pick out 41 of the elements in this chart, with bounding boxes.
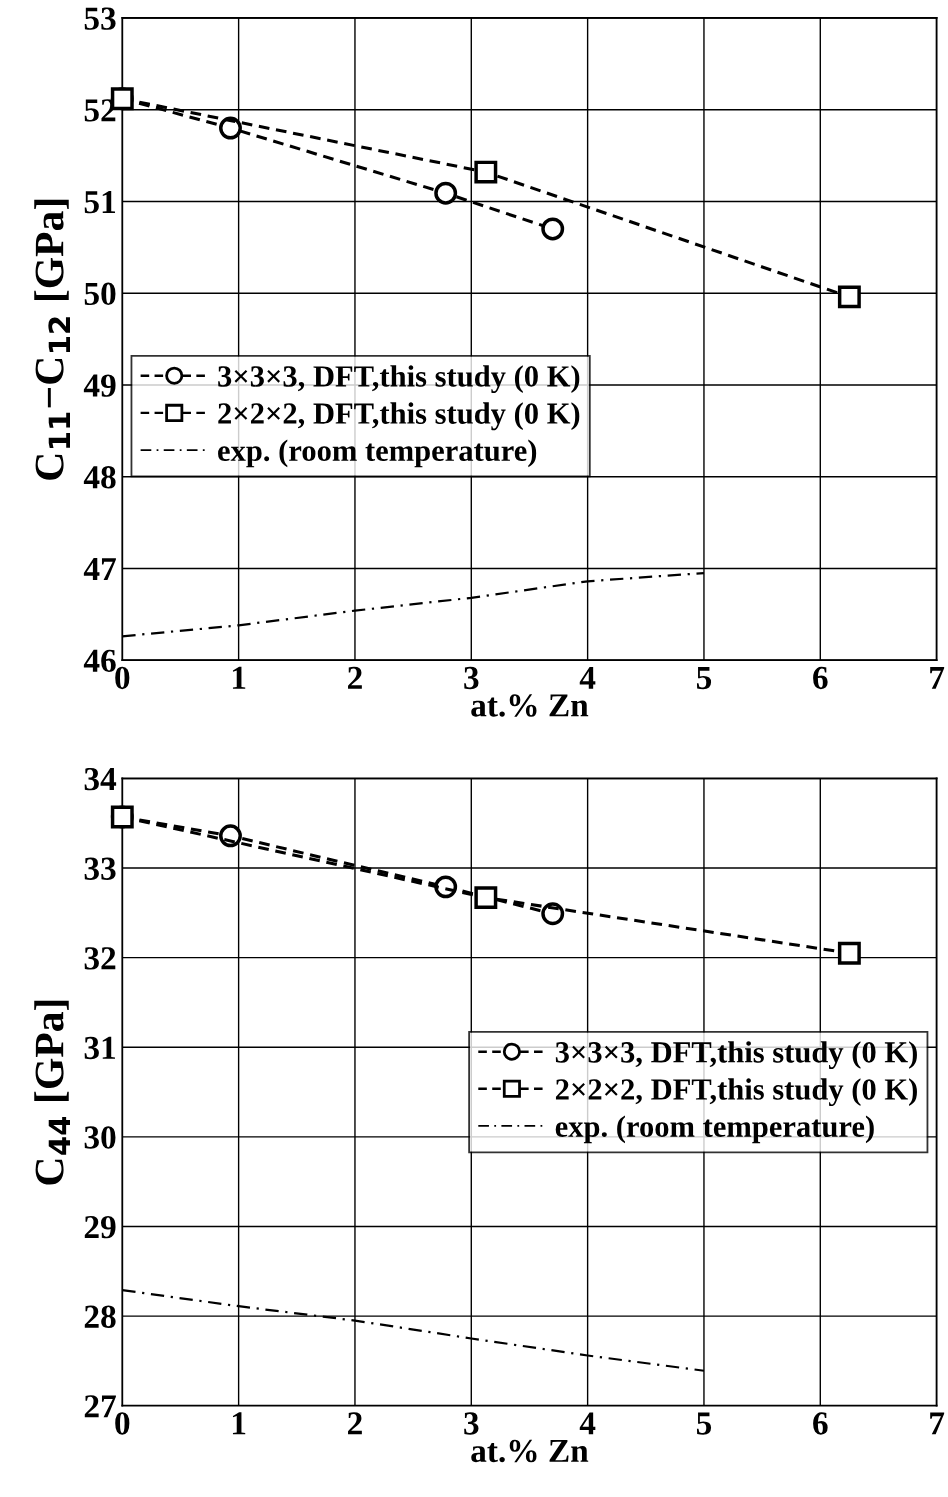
x-tick-label: 1 — [232, 666, 246, 689]
y-tick-label: 48 — [83, 466, 116, 489]
legend-label: 3×3×3, DFT,this study (0 K) — [218, 365, 580, 394]
y-tick-label: 50 — [84, 282, 116, 306]
y-tick-label: 34 — [84, 767, 117, 791]
x-tick-label: 0 — [115, 666, 130, 690]
legend-label: 2×2×2, DFT,this study (0 K) — [218, 402, 580, 431]
x-tick-label: 5 — [696, 1412, 712, 1435]
x-tick-label: 4 — [579, 666, 596, 689]
x-tick-label: 3 — [464, 666, 479, 690]
x-tick-label: 1 — [232, 1412, 246, 1435]
x-axis-title: at.% Zn — [471, 694, 589, 717]
legend-label: exp. (room temperature) — [555, 1115, 874, 1144]
y-axis-title: C$_{11}$−C$_{12}$ [GPa] — [34, 199, 70, 480]
y-tick-label: 46 — [83, 649, 116, 673]
x-tick-label: 7 — [930, 667, 945, 689]
y-axis-title: C$_{44}$ [GPa] — [34, 1000, 70, 1185]
legend-label: 2×2×2, DFT,this study (0 K) — [555, 1078, 917, 1107]
x-tick-label: 3 — [464, 1412, 479, 1435]
y-tick-label: 53 — [84, 7, 116, 30]
x-tick-label: 5 — [696, 667, 712, 690]
y-tick-label: 33 — [84, 857, 116, 880]
y-tick-label: 32 — [84, 947, 116, 970]
y-tick-label: 47 — [83, 558, 116, 580]
y-tick-label: 28 — [84, 1305, 116, 1328]
y-tick-label: 51 — [84, 191, 116, 214]
y-tick-label: 29 — [84, 1215, 116, 1239]
x-tick-label: 0 — [115, 1412, 130, 1435]
legend-label: 3×3×3, DFT,this study (0 K) — [555, 1041, 917, 1069]
y-tick-label: 30 — [84, 1126, 116, 1149]
x-tick-label: 4 — [579, 1412, 596, 1435]
y-tick-label: 27 — [84, 1395, 116, 1418]
x-tick-label: 6 — [813, 666, 828, 690]
x-tick-label: 2 — [348, 1412, 362, 1435]
x-tick-label: 6 — [813, 1412, 828, 1435]
legend-label: exp. (room temperature) — [218, 439, 537, 468]
x-tick-label: 7 — [930, 1412, 945, 1435]
y-tick-label: 31 — [84, 1036, 116, 1060]
x-axis-title: at.% Zn — [471, 1439, 589, 1463]
y-tick-label: 49 — [83, 374, 116, 397]
x-tick-label: 2 — [348, 666, 362, 689]
